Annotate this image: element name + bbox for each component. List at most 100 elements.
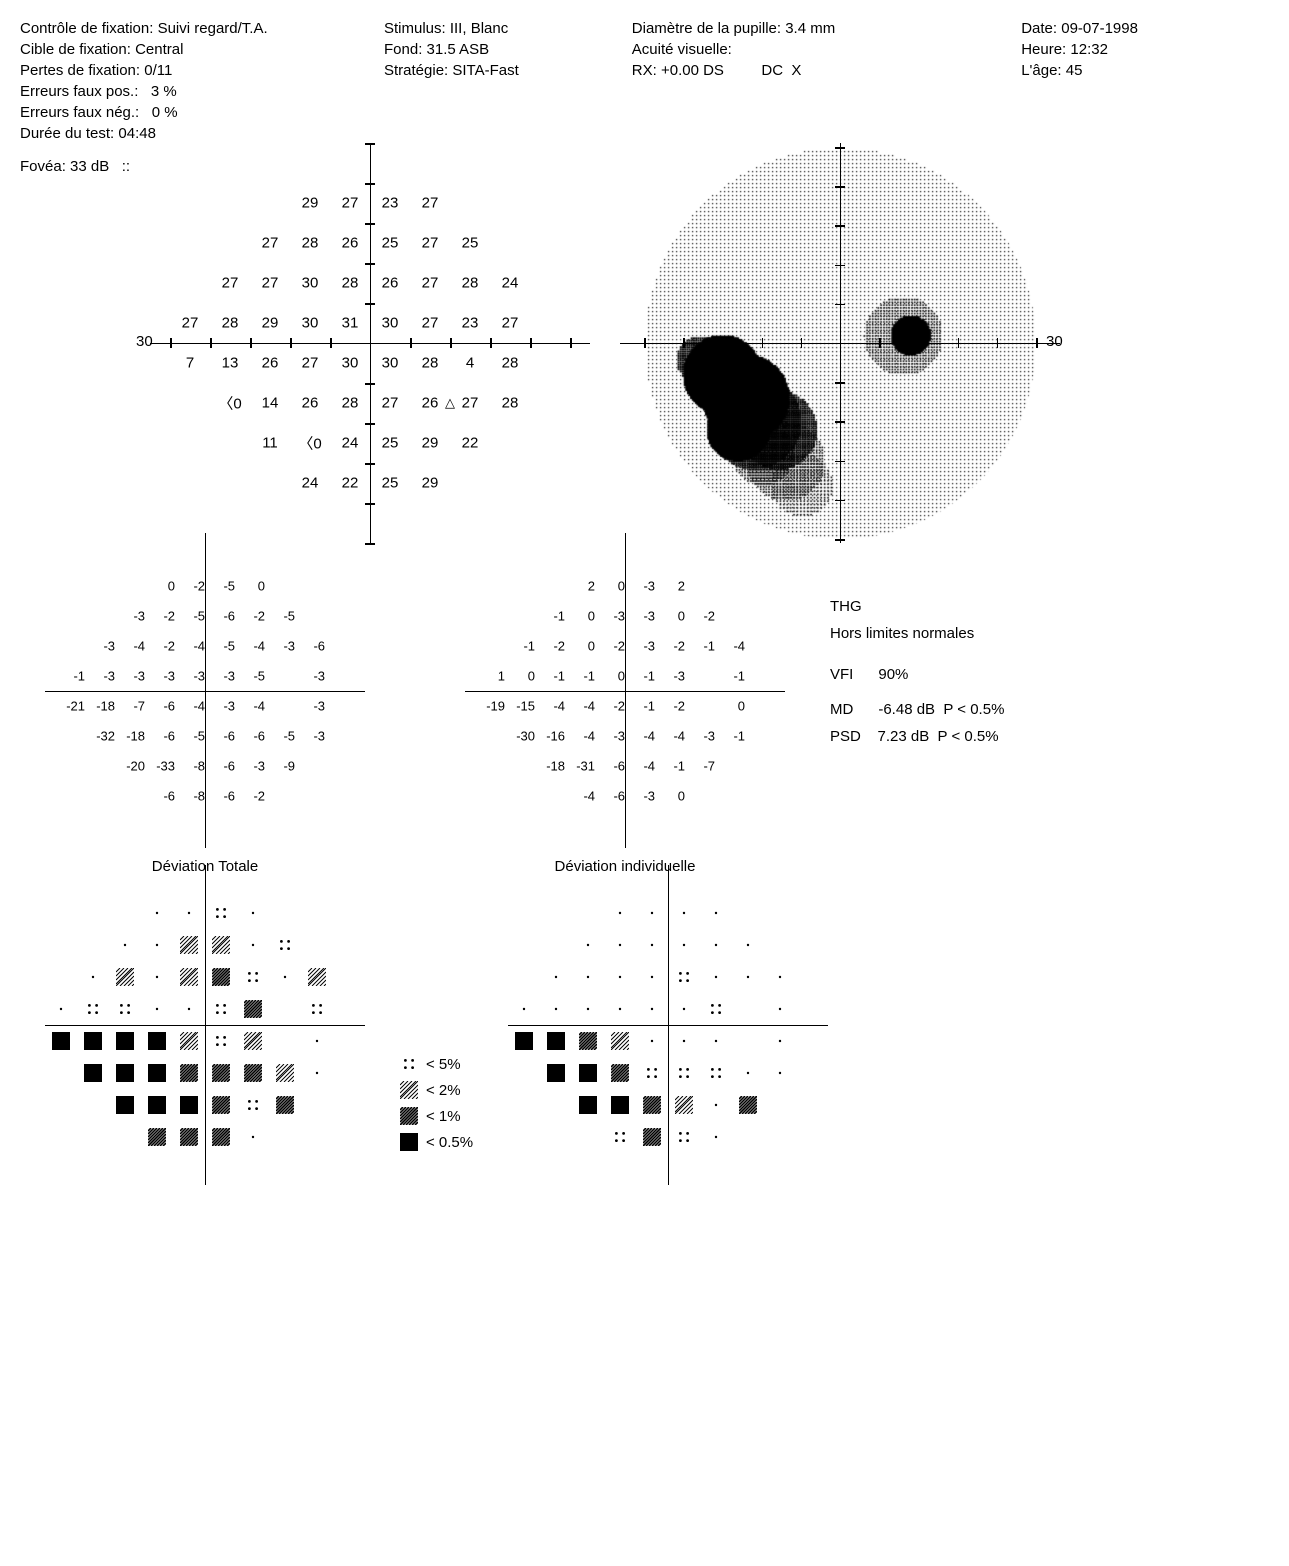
deviation-value: -9 (265, 758, 295, 773)
axis-30-right: 30 (1046, 333, 1063, 350)
deviation-value: -4 (235, 638, 265, 653)
deviation-value: -31 (565, 758, 595, 773)
grayscale-map: 30 (620, 143, 1060, 543)
threshold-value: 〈0 (211, 393, 249, 414)
threshold-value: 27 (411, 275, 449, 292)
deviation-value: -2 (175, 578, 205, 593)
threshold-value: 13 (211, 355, 249, 372)
threshold-value: 27 (251, 275, 289, 292)
threshold-value: 22 (451, 435, 489, 452)
legend-row: < 1% (400, 1107, 473, 1125)
legend-label: < 0.5% (426, 1134, 473, 1151)
deviation-value: -1 (625, 698, 655, 713)
threshold-value: 27 (171, 315, 209, 332)
deviation-value: -6 (205, 758, 235, 773)
deviation-value: -1 (715, 728, 745, 743)
prob-symbol (707, 936, 725, 954)
deviation-value: -2 (145, 638, 175, 653)
deviation-value: -3 (295, 728, 325, 743)
prob-symbol (707, 1064, 725, 1082)
header-line: Contrôle de fixation: Suivi regard/T.A. (20, 20, 374, 37)
prob-symbol (675, 1128, 693, 1146)
threshold-value: 25 (371, 475, 409, 492)
prob-symbol (116, 968, 134, 986)
deviation-value: -3 (655, 668, 685, 683)
prob-symbol (643, 936, 661, 954)
deviation-value: -6 (235, 728, 265, 743)
prob-symbol (515, 1032, 533, 1050)
prob-symbol (212, 1032, 230, 1050)
prob-symbol (771, 1000, 789, 1018)
deviation-value: -3 (175, 668, 205, 683)
legend-symbol (400, 1133, 418, 1151)
threshold-value: 26 (251, 355, 289, 372)
prob-symbol (212, 1064, 230, 1082)
prob-symbol (180, 968, 198, 986)
prob-symbol (244, 1096, 262, 1114)
prob-symbol (739, 1096, 757, 1114)
prob-symbol (707, 1096, 725, 1114)
header-line: Erreurs faux pos.: 3 % (20, 83, 374, 100)
prob-symbol (180, 1128, 198, 1146)
prob-symbol (212, 936, 230, 954)
prob-symbol (116, 1000, 134, 1018)
deviation-value: -15 (505, 698, 535, 713)
prob-symbol (180, 1096, 198, 1114)
deviation-value: -3 (595, 608, 625, 623)
prob-symbol (84, 1064, 102, 1082)
prob-symbol (180, 1000, 198, 1018)
threshold-value: 26 (331, 235, 369, 252)
pattern-deviation-title: Déviation individuelle (460, 858, 790, 875)
prob-symbol (148, 1128, 166, 1146)
prob-symbol (244, 1064, 262, 1082)
deviation-value: -1 (715, 668, 745, 683)
prob-symbol (579, 1032, 597, 1050)
prob-symbol (244, 1032, 262, 1050)
header-line: Date: 09-07-1998 (1021, 20, 1269, 37)
deviation-value: -2 (655, 638, 685, 653)
prob-symbol (547, 1064, 565, 1082)
prob-symbol (611, 1032, 629, 1050)
threshold-value: 29 (411, 435, 449, 452)
deviation-value: -5 (205, 578, 235, 593)
deviation-value: -4 (625, 758, 655, 773)
legend-label: < 5% (426, 1056, 461, 1073)
prob-symbol (611, 1000, 629, 1018)
prob-symbol (212, 968, 230, 986)
threshold-value: 30 (371, 315, 409, 332)
psd-label: PSD (830, 728, 861, 745)
threshold-value: 27 (211, 275, 249, 292)
deviation-value: -30 (505, 728, 535, 743)
threshold-value: 30 (331, 355, 369, 372)
deviation-value: -5 (265, 728, 295, 743)
deviation-value: 0 (655, 788, 685, 803)
prob-symbol (148, 1064, 166, 1082)
deviation-value: -7 (685, 758, 715, 773)
deviation-value: -3 (625, 578, 655, 593)
deviation-value: -4 (565, 728, 595, 743)
deviation-value: -6 (595, 758, 625, 773)
deviation-value: -3 (295, 698, 325, 713)
thg-result: Hors limites normales (830, 620, 1004, 647)
prob-symbol (148, 904, 166, 922)
md-label: MD (830, 701, 853, 718)
prob-symbol (180, 936, 198, 954)
header-line: Acuité visuelle: (632, 41, 1021, 58)
legend-symbol (400, 1055, 418, 1073)
deviation-value: -8 (175, 758, 205, 773)
prob-symbol (52, 1032, 70, 1050)
prob-symbol (611, 936, 629, 954)
threshold-value: 29 (251, 315, 289, 332)
prob-symbol (116, 1096, 134, 1114)
prob-symbol (308, 1064, 326, 1082)
deviation-value: -4 (535, 698, 565, 713)
deviation-value: -3 (85, 638, 115, 653)
threshold-value: 24 (491, 275, 529, 292)
prob-symbol (212, 1128, 230, 1146)
header-line: Stimulus: III, Blanc (384, 20, 632, 37)
prob-symbol (771, 1032, 789, 1050)
legend-symbol (400, 1081, 418, 1099)
prob-symbol (643, 904, 661, 922)
deviation-value: -18 (115, 728, 145, 743)
deviation-value: -6 (145, 728, 175, 743)
